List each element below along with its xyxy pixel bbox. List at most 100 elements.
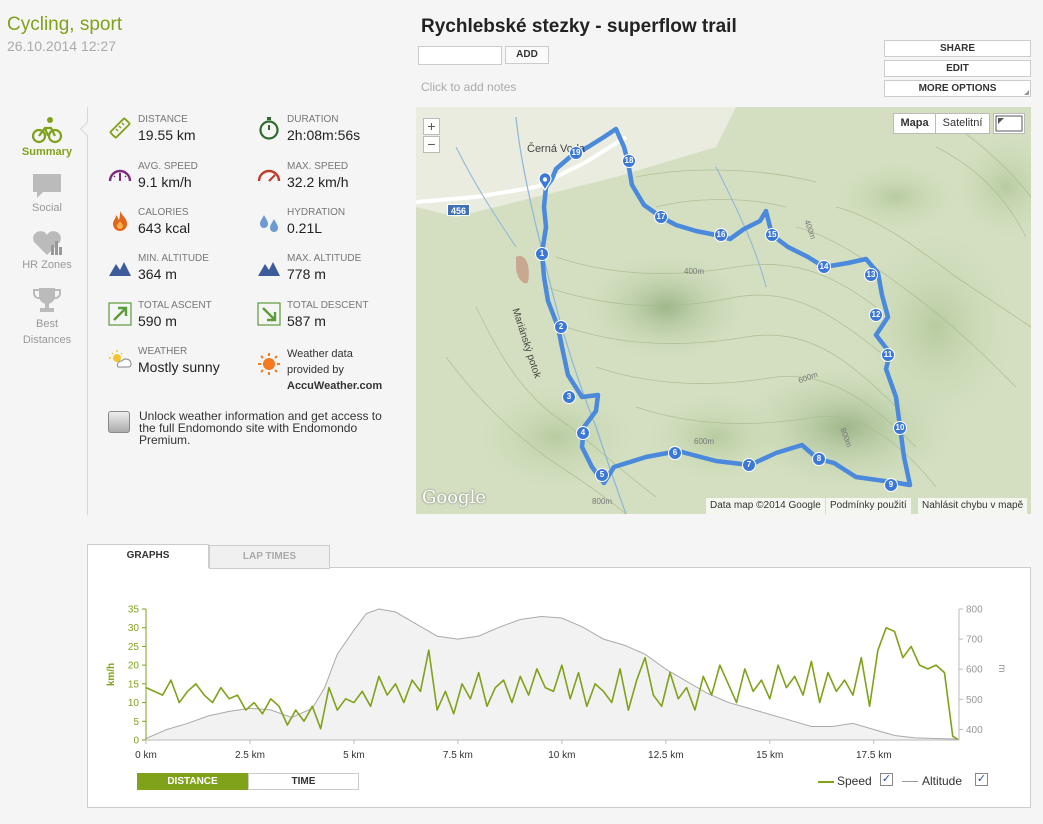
y-left-tick-label: 20 <box>128 661 140 672</box>
waypoint-marker[interactable]: 12 <box>869 308 883 322</box>
premium-promo[interactable]: Unlock weather information and get acces… <box>108 410 398 446</box>
waypoint-marker[interactable]: 2 <box>554 320 568 334</box>
fullscreen-button[interactable] <box>993 113 1025 134</box>
add-button[interactable]: ADD <box>505 46 549 64</box>
waypoint-marker[interactable]: 9 <box>884 478 898 492</box>
stat-total-ascent: TOTAL ASCENT 590 m <box>108 300 248 340</box>
stat-distance-value: 19.55 km <box>138 127 196 143</box>
waypoint-marker[interactable]: 19 <box>569 146 583 160</box>
notes-placeholder[interactable]: Click to add notes <box>421 80 517 94</box>
premium-text: Unlock weather information and get acces… <box>139 409 382 447</box>
workout-title[interactable]: Rychlebské stezky - superflow trail <box>421 16 737 37</box>
speed-altitude-chart[interactable]: 0 5 10 15 20 25 30 35 400 500 600 700 800 0 km 2.5 km 5… <box>87 590 1031 765</box>
map-data-attribution: Data map ©2014 Google <box>706 498 825 514</box>
trophy-icon <box>33 288 61 312</box>
stat-total-descent-value: 587 m <box>287 313 326 329</box>
waypoint-marker[interactable]: 18 <box>622 154 636 168</box>
waypoint-marker[interactable]: 16 <box>714 228 728 242</box>
altitude-area <box>146 609 959 740</box>
arrow-down-right-icon <box>257 302 281 326</box>
waypoint-marker[interactable]: 5 <box>595 468 609 482</box>
stat-duration-value: 2h:08m:56s <box>287 127 361 143</box>
x-tick-label: 17.5 km <box>856 750 892 761</box>
legend-speed-swatch <box>818 781 834 783</box>
nav-best-distances[interactable]: Best Distances <box>14 286 80 348</box>
waypoint-marker[interactable]: 8 <box>812 452 826 466</box>
stat-total-ascent-label: TOTAL ASCENT <box>138 300 212 311</box>
dropdown-corner-icon <box>1024 90 1029 95</box>
x-tick-label: 5 km <box>343 750 365 761</box>
map-contour-label: 800m <box>592 497 613 506</box>
mountain-icon <box>109 262 131 276</box>
workout-sport: Cycling, sport <box>7 14 123 35</box>
weather-provider-line1: Weather data <box>287 348 353 360</box>
waypoint-marker[interactable]: 7 <box>742 458 756 472</box>
legend-altitude-swatch <box>902 781 918 782</box>
waypoint-marker[interactable]: 6 <box>668 446 682 460</box>
waypoint-marker[interactable]: 13 <box>864 268 878 282</box>
legend-altitude-checkbox[interactable]: ✓ <box>975 773 988 786</box>
x-tick-label: 15 km <box>756 750 783 761</box>
waypoint-marker[interactable]: 1 <box>535 247 549 261</box>
waypoint-marker[interactable]: 4 <box>576 426 590 440</box>
x-tick-label: 2.5 km <box>235 750 265 761</box>
mountain-icon <box>258 262 280 276</box>
y-left-tick-label: 35 <box>128 605 140 616</box>
stat-avg-speed-label: AVG. SPEED <box>138 161 198 172</box>
stopwatch-icon <box>259 117 279 140</box>
nav-social[interactable]: Social <box>14 172 80 214</box>
stat-max-speed-label: MAX. SPEED <box>287 161 349 172</box>
nav-active-pointer <box>79 121 95 137</box>
map-terms-link[interactable]: Podmínky použití <box>826 498 911 514</box>
legend-speed-label: Speed <box>837 774 872 788</box>
stat-total-descent: TOTAL DESCENT 587 m <box>257 300 397 340</box>
partly-sunny-icon <box>109 350 132 368</box>
edit-button[interactable]: EDIT <box>884 60 1031 77</box>
route-map[interactable]: 456 Černá Voda Mariánský potok 400m 400m… <box>416 107 1031 514</box>
x-tick-label: 0 km <box>135 750 157 761</box>
stat-weather-label: WEATHER <box>138 346 188 357</box>
start-pin-icon[interactable] <box>538 173 552 191</box>
x-axis-time-button[interactable]: TIME <box>248 773 359 790</box>
stat-weather: WEATHER Mostly sunny <box>108 346 248 386</box>
stat-duration: DURATION 2h:08m:56s <box>257 114 397 154</box>
stat-duration-label: DURATION <box>287 114 339 125</box>
y-left-tick-label: 25 <box>128 642 140 653</box>
more-options-button[interactable]: MORE OPTIONS <box>884 80 1031 97</box>
waypoint-marker[interactable]: 10 <box>893 421 907 435</box>
nav-hr-zones[interactable]: HR Zones <box>14 229 80 271</box>
stat-min-altitude-label: MIN. ALTITUDE <box>138 253 209 264</box>
stat-avg-speed-value: 9.1 km/h <box>138 174 192 190</box>
waypoint-marker[interactable]: 15 <box>765 228 779 242</box>
share-button[interactable]: SHARE <box>884 40 1031 57</box>
map-type-satellite-button[interactable]: Satelitní <box>935 113 990 134</box>
zoom-in-button[interactable]: + <box>423 118 440 135</box>
stat-calories-value: 643 kcal <box>138 220 191 236</box>
map-report-link[interactable]: Nahlásit chybu v mapě <box>918 498 1028 514</box>
x-tick-label: 10 km <box>548 750 575 761</box>
waypoint-marker[interactable]: 14 <box>817 260 831 274</box>
x-axis-distance-button[interactable]: DISTANCE <box>137 773 248 790</box>
nav-summary[interactable]: Summary <box>14 116 80 158</box>
accuweather-link[interactable]: AccuWeather.com <box>287 380 383 392</box>
y-left-tick-label: 5 <box>133 717 139 728</box>
cyclist-icon <box>31 117 63 144</box>
waypoint-marker[interactable]: 11 <box>881 348 895 362</box>
waypoint-marker[interactable]: 17 <box>654 210 668 224</box>
stat-hydration: HYDRATION 0.21L <box>257 207 397 247</box>
tab-lap-times[interactable]: LAP TIMES <box>209 545 330 569</box>
arrow-up-right-icon <box>108 302 132 326</box>
heart-chart-icon <box>33 231 62 255</box>
y-left-tick-label: 15 <box>128 679 140 690</box>
zoom-out-button[interactable]: − <box>423 136 440 153</box>
waypoint-marker[interactable]: 3 <box>562 390 576 404</box>
legend-speed-checkbox[interactable]: ✓ <box>880 773 893 786</box>
tag-input[interactable] <box>418 46 502 65</box>
y-right-tick-label: 400 <box>966 725 983 736</box>
stat-total-descent-label: TOTAL DESCENT <box>287 300 369 311</box>
y-right-tick-label: 600 <box>966 665 983 676</box>
stat-min-altitude: MIN. ALTITUDE 364 m <box>108 253 248 293</box>
tab-graphs[interactable]: GRAPHS <box>87 544 209 568</box>
speedometer-max-icon <box>257 169 281 182</box>
map-type-map-button[interactable]: Mapa <box>893 113 936 134</box>
